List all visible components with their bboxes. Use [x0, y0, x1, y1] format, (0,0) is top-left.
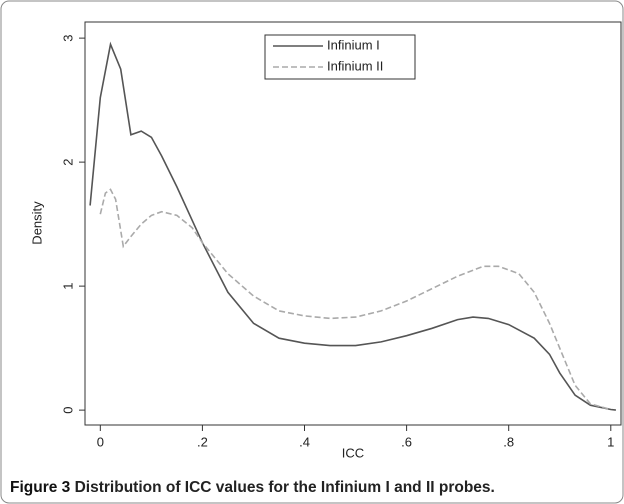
legend-box: [264, 34, 416, 80]
y-axis-label: Density: [29, 201, 44, 245]
caption-text: Distribution of ICC values for the Infin…: [75, 479, 495, 496]
legend-label: Infinium II: [327, 58, 383, 73]
y-tick-label: 0: [60, 407, 75, 414]
x-tick-label: .8: [503, 434, 514, 449]
x-tick-label: 1: [607, 434, 614, 449]
plot-frame: [84, 21, 622, 426]
line-series: [99, 188, 612, 411]
x-tick-label: .4: [299, 434, 310, 449]
y-tick-label: 3: [60, 35, 75, 42]
legend-label: Infinium I: [327, 37, 380, 52]
y-tick-label: 1: [60, 283, 75, 290]
caption: Figure 3 Distribution of ICC values for …: [10, 479, 495, 496]
x-tick-label: .6: [401, 434, 412, 449]
x-tick-label: .2: [197, 434, 208, 449]
line-series: [89, 41, 616, 411]
x-tick-label: 0: [97, 434, 104, 449]
caption-label: Figure 3: [10, 479, 71, 496]
x-axis-label: ICC: [342, 445, 364, 460]
y-tick-label: 2: [60, 159, 75, 166]
